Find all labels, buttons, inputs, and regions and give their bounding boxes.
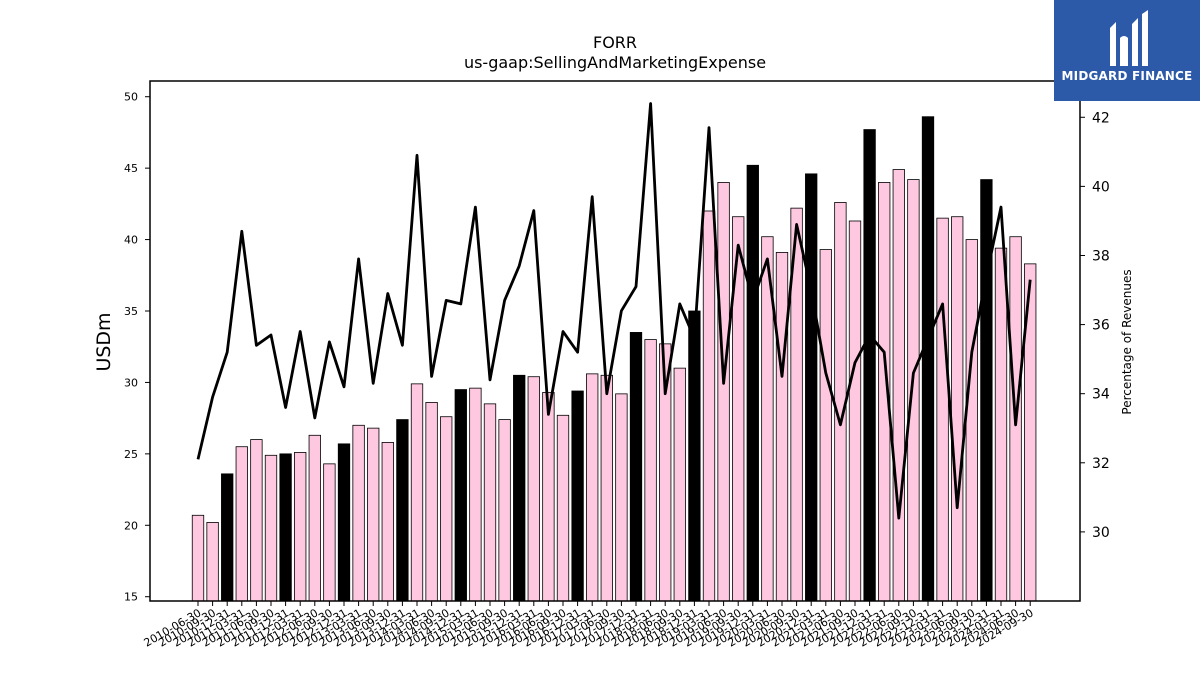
percentage-line <box>196 102 1032 520</box>
y-tick-label: 45 <box>124 162 138 175</box>
y2-tick-label: 30 <box>1092 525 1110 541</box>
bar-2012-06-30 <box>308 434 321 602</box>
y-tick-label: 30 <box>124 376 138 389</box>
bar-2021-12-31 <box>863 129 876 602</box>
bar-2023-06-30 <box>951 216 964 602</box>
bar-2023-12-31 <box>980 179 993 602</box>
y2-tick-label: 34 <box>1092 387 1110 403</box>
brand-logo: MIDGARD FINANCE <box>1054 0 1200 101</box>
bar-2016-06-30 <box>542 392 555 602</box>
bar-2019-12-31 <box>746 164 759 602</box>
bar-2012-12-31 <box>337 443 351 602</box>
bar-2015-06-30 <box>483 403 497 602</box>
bar-2015-12-31 <box>513 374 526 602</box>
bar-2013-03-31 <box>352 424 365 602</box>
bar-2020-06-30 <box>775 252 789 602</box>
plot-frame <box>149 80 1081 602</box>
brand-name: MIDGARD FINANCE <box>1061 69 1193 83</box>
bar-2016-09-30 <box>556 414 570 602</box>
bar-2011-03-31 <box>235 446 248 602</box>
bar-2010-12-31 <box>221 473 234 602</box>
bar-2014-09-30 <box>440 416 453 602</box>
bar-2011-09-30 <box>264 454 278 602</box>
bar-2022-09-30 <box>907 179 920 602</box>
bar-2015-09-30 <box>498 419 511 602</box>
bar-2013-09-30 <box>381 442 394 602</box>
bar-2011-06-30 <box>250 439 263 602</box>
y-tick-label: 40 <box>124 234 138 247</box>
y-tick-label: 20 <box>124 519 138 532</box>
bar-2017-09-30 <box>615 393 628 602</box>
y-tick-label: 25 <box>124 448 138 461</box>
bar-2016-03-31 <box>527 376 540 602</box>
bar-2020-12-31 <box>805 173 818 602</box>
bar-2021-09-30 <box>848 220 862 602</box>
bar-2017-06-30 <box>600 374 613 602</box>
y-axis-label: USDm <box>93 312 115 371</box>
midgard-logo-icon <box>1110 10 1148 66</box>
y2-tick-label: 38 <box>1092 248 1110 264</box>
bar-2018-03-31 <box>644 339 657 602</box>
y2-tick-label: 40 <box>1092 179 1110 195</box>
bar-2014-03-31 <box>410 383 424 602</box>
bar-2016-12-31 <box>571 390 584 602</box>
bar-2017-03-31 <box>586 373 599 602</box>
bar-2015-03-31 <box>469 387 482 602</box>
bar-2021-03-31 <box>819 249 832 602</box>
bar-2023-03-31 <box>936 217 949 602</box>
bar-2014-12-31 <box>454 389 467 602</box>
chart-title: FORR <box>593 33 637 52</box>
bar-2022-12-31 <box>921 116 935 602</box>
bar-2023-09-30 <box>965 239 978 602</box>
bar-2011-12-31 <box>279 453 292 602</box>
y2-tick-label: 42 <box>1092 110 1110 126</box>
y-tick-label: 15 <box>124 591 138 604</box>
y2-tick-label: 36 <box>1092 318 1110 334</box>
chart-subtitle: us-gaap:SellingAndMarketingExpense <box>464 53 766 72</box>
y2-axis-label: Percentage of Revenues <box>1120 269 1134 414</box>
y-tick-label: 50 <box>124 91 138 104</box>
y-tick-label: 35 <box>124 305 138 318</box>
bar-2017-12-31 <box>629 332 643 602</box>
bar-2013-12-31 <box>396 419 409 602</box>
bar-2012-09-30 <box>323 463 336 602</box>
bar-2022-06-30 <box>892 169 905 602</box>
bar-2019-06-30 <box>717 182 730 602</box>
bar-2014-06-30 <box>425 402 438 602</box>
bar-2013-06-30 <box>367 427 380 602</box>
bar-2018-09-30 <box>673 367 686 602</box>
bar-2024-03-31 <box>994 247 1008 602</box>
y2-tick-label: 32 <box>1092 456 1110 472</box>
bar-2012-03-31 <box>294 452 307 602</box>
bar-2010-06-30 <box>191 514 205 602</box>
bar-2018-12-31 <box>688 310 701 602</box>
line-layer <box>196 102 1032 520</box>
bar-2019-03-31 <box>702 210 716 602</box>
bar-2010-09-30 <box>206 522 219 602</box>
